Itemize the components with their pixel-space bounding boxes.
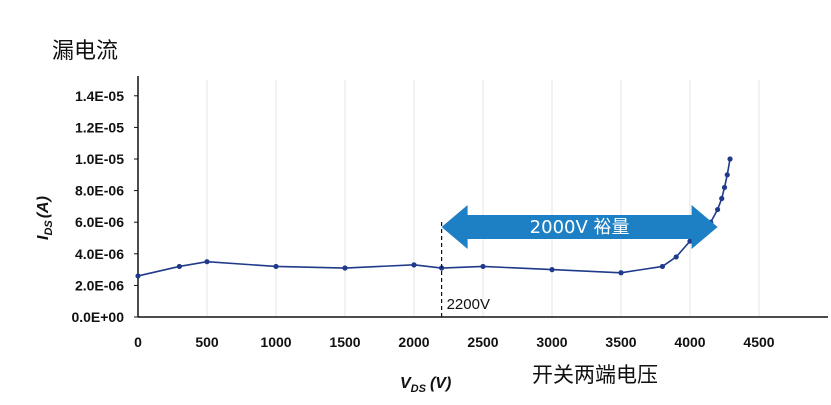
x-tick-label: 3500 bbox=[605, 334, 636, 350]
x-tick-label: 500 bbox=[195, 334, 219, 350]
data-point bbox=[715, 206, 721, 213]
data-point bbox=[439, 265, 445, 271]
data-point bbox=[411, 262, 417, 268]
data-point bbox=[176, 263, 182, 270]
margin-arrow-label: 2000V 裕量 bbox=[530, 217, 630, 238]
y-tick-label: 1.4E-05 bbox=[75, 88, 124, 104]
axes bbox=[134, 76, 828, 318]
data-point bbox=[727, 156, 733, 162]
grid-lines bbox=[206, 80, 760, 317]
y-axis-label: IDS (A) bbox=[35, 196, 55, 240]
data-point bbox=[549, 267, 555, 273]
y-axis-label-sub: DS bbox=[43, 220, 55, 236]
y-tick-label: 2.0E-06 bbox=[75, 277, 124, 293]
x-axis-title-cn: 开关两端电压 bbox=[532, 363, 658, 387]
y-tick-label: 1.0E-05 bbox=[75, 151, 124, 167]
data-series bbox=[135, 156, 733, 279]
data-point bbox=[480, 263, 486, 270]
x-tick-label: 1500 bbox=[329, 334, 360, 350]
data-point bbox=[342, 265, 348, 271]
data-point bbox=[659, 263, 666, 270]
data-point bbox=[721, 184, 728, 191]
x-tick-label: 2500 bbox=[467, 334, 498, 350]
y-tick-label: 6.0E-06 bbox=[75, 214, 124, 230]
y-tick-label: 0.0E+00 bbox=[71, 309, 124, 325]
margin-arrow bbox=[441, 205, 718, 249]
chart-title-leakage-current: 漏电流 bbox=[52, 39, 118, 64]
data-point bbox=[135, 273, 141, 279]
data-point bbox=[273, 263, 279, 270]
y-axis-label-unit: (A) bbox=[35, 196, 52, 218]
y-tick-label: 4.0E-06 bbox=[75, 246, 124, 262]
tick-labels: 0 500 1000 1500 2000 2500 3000 3500 4000 4500 0.0E… bbox=[71, 88, 774, 350]
x-tick-label: 0 bbox=[134, 334, 142, 350]
x-axis-label-sub: DS bbox=[411, 383, 427, 395]
x-tick-label: 1000 bbox=[260, 334, 291, 350]
x-axis-label-unit: (V) bbox=[430, 375, 451, 392]
x-tick-label: 4000 bbox=[674, 334, 705, 350]
x-tick-label: 2000 bbox=[398, 334, 429, 350]
data-point bbox=[618, 270, 624, 276]
x-tick-label: 4500 bbox=[743, 334, 774, 350]
data-point bbox=[687, 238, 693, 244]
data-point bbox=[673, 254, 679, 260]
y-tick-label: 8.0E-06 bbox=[75, 183, 124, 199]
x-axis-label-main: V bbox=[400, 375, 412, 392]
x-tick-label: 3000 bbox=[536, 334, 567, 350]
data-point bbox=[719, 195, 725, 202]
marker-label: 2200V bbox=[447, 296, 490, 313]
data-point bbox=[204, 259, 210, 265]
data-point bbox=[724, 172, 730, 178]
x-axis-label: VDS (V) bbox=[400, 375, 451, 395]
y-axis-label-main: I bbox=[35, 235, 52, 240]
y-tick-label: 1.2E-05 bbox=[75, 119, 124, 135]
